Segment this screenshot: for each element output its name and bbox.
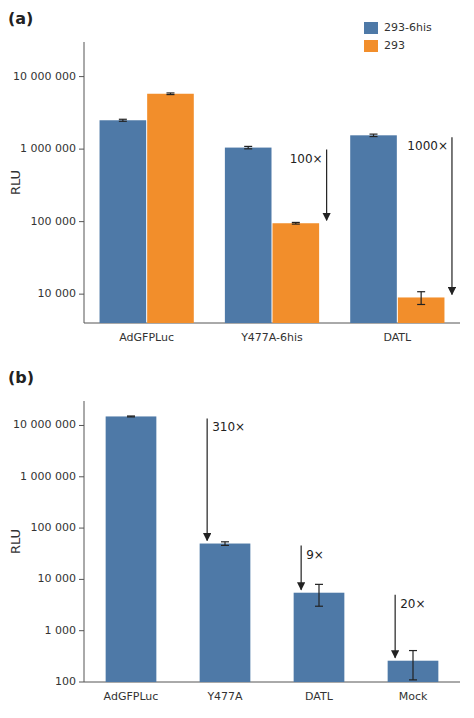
x-tick-label: Y477A-6his	[240, 331, 303, 344]
y-tick-label: 10 000	[38, 287, 77, 300]
plot-area	[100, 93, 445, 323]
annotation-label: 310×	[212, 420, 245, 434]
legend-swatch	[364, 22, 378, 34]
error-bar	[292, 222, 300, 224]
bar	[273, 223, 320, 323]
y-tick-label: 1 000	[45, 624, 77, 637]
annotation-arrow	[395, 595, 396, 658]
y-tick	[79, 476, 84, 477]
y-tick-label: 100 000	[31, 521, 77, 534]
y-tick	[79, 76, 84, 77]
x-tick-label: AdGFPLuc	[104, 690, 159, 703]
legend-label: 293	[384, 39, 405, 52]
annotation-label: 1000×	[407, 139, 448, 153]
panel-title: (b)	[8, 368, 34, 387]
legend-label: 293-6his	[384, 21, 432, 34]
x-tick-label: Y477A	[206, 690, 243, 703]
bar	[350, 135, 397, 323]
chart-panel: (a) RLU 10 000 100 000 1 000 000 10 000 000 Ad…	[8, 9, 461, 344]
x-tick-label: AdGFPLuc	[119, 331, 174, 344]
bar	[106, 416, 157, 682]
error-bar	[409, 651, 417, 680]
y-tick-label: 10 000 000	[13, 70, 76, 83]
error-bar	[370, 134, 378, 136]
error-bar	[221, 542, 229, 546]
y-axis-label: RLU	[8, 529, 23, 554]
annotation-arrow	[451, 137, 452, 294]
error-bar	[417, 292, 425, 305]
legend-swatch	[364, 40, 378, 52]
x-tick-label: DATL	[305, 690, 334, 703]
x-tick-label: DATL	[383, 331, 412, 344]
y-tick-label: 10 000 000	[13, 418, 76, 431]
chart-panel: (b) RLU 100 1 000 10 000 100 000 1 000 000 10 0…	[8, 368, 461, 703]
error-bar	[119, 119, 127, 121]
annotation-label: 20×	[400, 597, 425, 611]
annotation-label: 100×	[290, 152, 323, 166]
y-tick	[79, 630, 84, 631]
x-tick-label: Mock	[399, 690, 428, 703]
y-tick-label: 100	[55, 675, 76, 688]
error-bar	[244, 146, 252, 148]
plot-area	[106, 416, 439, 682]
annotation-arrow	[326, 150, 327, 221]
y-tick-label: 100 000	[31, 215, 77, 228]
bar	[100, 120, 147, 323]
annotation-label: 9×	[306, 548, 324, 562]
bar	[225, 148, 272, 323]
legend: 293-6his 293	[364, 21, 432, 52]
y-tick	[79, 221, 84, 222]
figure: (a) RLU 10 000 100 000 1 000 000 10 000 000 Ad…	[0, 0, 474, 718]
y-tick	[79, 149, 84, 150]
y-tick	[79, 528, 84, 529]
y-tick	[79, 294, 84, 295]
y-axis-line	[84, 42, 85, 323]
y-axis-label: RLU	[8, 170, 23, 195]
error-bar	[127, 416, 135, 418]
y-tick	[79, 579, 84, 580]
y-tick	[79, 425, 84, 426]
y-axis-line	[84, 401, 85, 682]
y-tick	[79, 682, 84, 683]
error-bar	[166, 93, 174, 95]
y-tick-label: 10 000	[38, 572, 77, 585]
y-tick-label: 1 000 000	[20, 142, 76, 155]
bar	[294, 593, 345, 682]
annotation-arrow	[301, 546, 302, 590]
panel-title: (a)	[8, 9, 33, 28]
bar	[200, 544, 251, 682]
annotation-arrow	[207, 418, 208, 540]
bar	[147, 94, 194, 323]
error-bar	[315, 584, 323, 606]
y-tick-label: 1 000 000	[20, 470, 76, 483]
